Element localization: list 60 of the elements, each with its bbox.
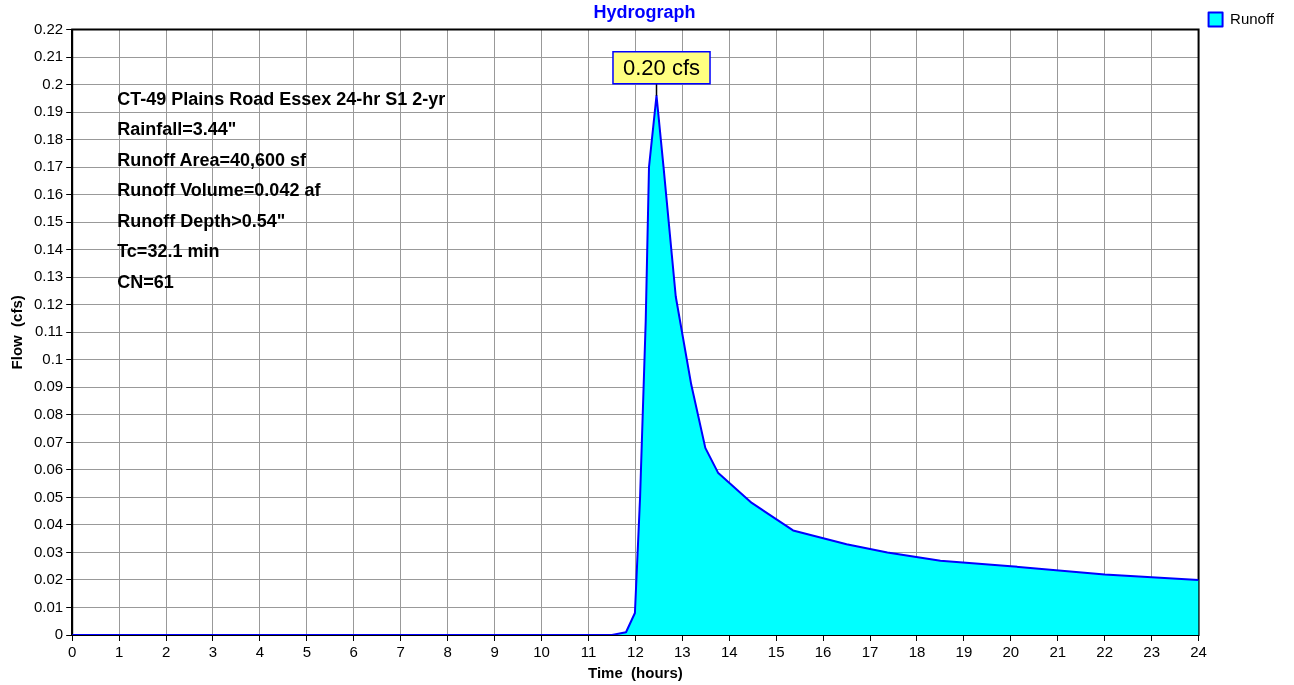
y-tick-label: 0.22 [33,19,64,37]
y-tick-label: 0.15 [33,212,64,230]
x-tick-label: 14 [720,643,738,661]
x-tick-label: 0 [68,643,77,661]
annotation: 0.20 cfs [622,54,701,80]
annotation: CN=61 [117,271,174,292]
y-tick-label: 0.09 [33,377,64,395]
y-tick-label: 0.04 [33,515,64,533]
x-tick-label: 10 [533,643,550,661]
x-tick-label: 18 [908,643,926,661]
annotation: Tc=32.1 min [117,241,220,262]
x-tick-label: 8 [443,643,452,661]
y-tick-label: 0.03 [33,542,64,560]
x-tick-label: 4 [255,643,265,661]
x-tick-label: 16 [814,643,832,661]
y-tick-label: 0.12 [33,294,64,312]
y-axis-title: Flow (cfs) [8,295,26,370]
x-tick-label: 6 [349,643,358,661]
x-tick-label: 22 [1096,643,1114,661]
chart-title: Hydrograph [593,1,696,22]
y-tick-label: 0.18 [33,129,64,147]
y-tick-label: 0.16 [33,184,64,202]
x-axis-title: Time (hours) [588,664,683,682]
x-tick-label: 19 [955,643,973,661]
x-tick-label: 23 [1143,643,1160,661]
x-tick-label: 2 [161,643,171,661]
y-tick-label: 0.08 [33,405,64,422]
x-tick-label: 20 [1002,643,1020,661]
annotation: Runoff Volume=0.042 af [117,180,322,201]
y-tick-label: 0.2 [42,74,64,92]
x-tick-label: 11 [580,643,597,661]
x-tick-label: 24 [1190,643,1207,661]
x-tick-label: 12 [627,643,644,661]
y-tick-label: 0.17 [33,157,64,175]
annotation: Runoff Depth>0.54" [117,210,286,231]
annotation: Runoff Area=40,600 sf [117,149,308,170]
y-tick-label: 0.11 [35,322,64,340]
legend-label: Runoff [1230,9,1275,27]
x-tick-label: 3 [208,643,218,661]
x-tick-label: 21 [1049,643,1067,661]
annotation: Rainfall=3.44" [117,119,237,140]
x-tick-label: 17 [861,643,879,661]
x-tick-label: 5 [302,643,312,661]
y-tick-label: 0.02 [33,570,64,588]
y-tick-label: 0.1 [42,349,64,367]
y-tick-label: 0.05 [33,487,64,505]
y-tick-label: 0.06 [33,460,64,478]
x-tick-label: 1 [114,643,124,661]
y-tick-label: 0.14 [33,239,64,257]
y-tick-label: 0.21 [33,47,64,65]
annotation: CT-49 Plains Road Essex 24-hr S1 2-yr [117,88,446,109]
y-tick-label: 0.07 [33,432,64,450]
y-tick-label: 0.19 [33,102,64,120]
y-tick-label: 0.13 [33,267,64,285]
x-tick-label: 9 [490,643,499,661]
x-tick-label: 7 [396,643,405,661]
y-tick-label: 0 [54,625,64,643]
x-tick-label: 13 [673,643,691,661]
y-tick-label: 0.01 [33,597,64,615]
x-tick-label: 15 [767,643,785,661]
